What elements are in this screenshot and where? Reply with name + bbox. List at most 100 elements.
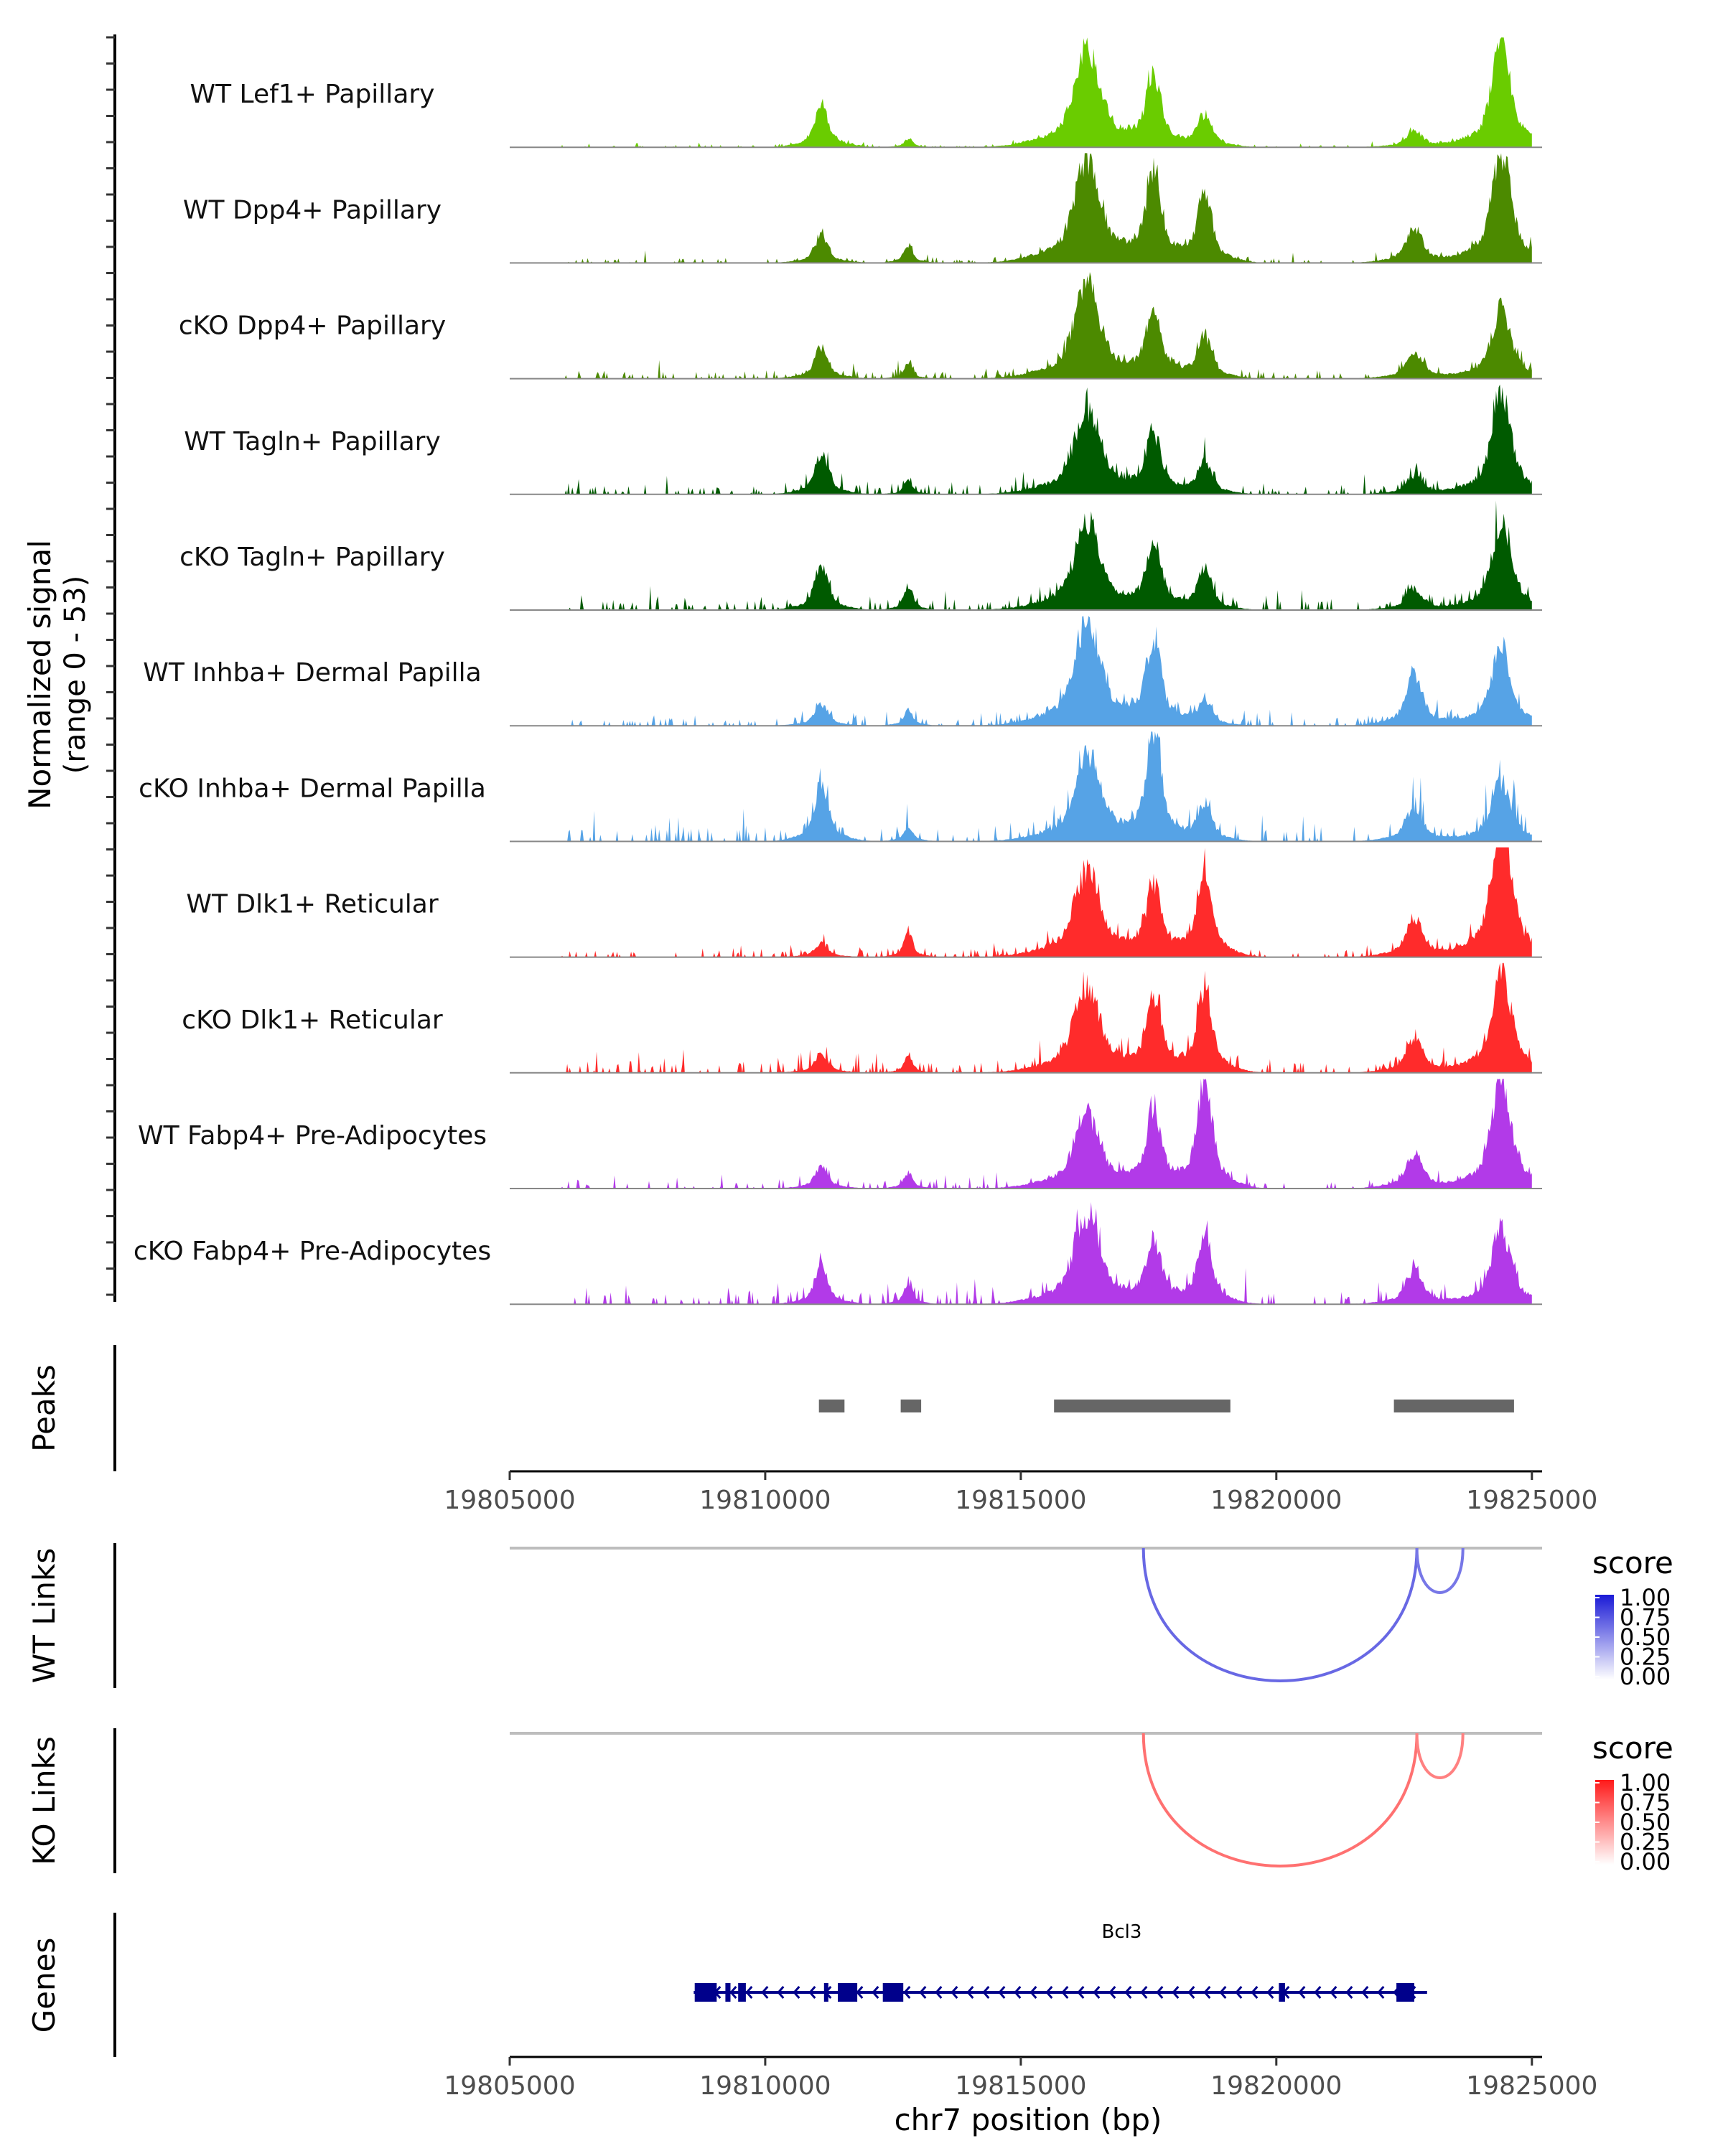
coverage-track: cKO Inhba+ Dermal Papilla bbox=[139, 731, 1542, 843]
strand-arrow bbox=[935, 1986, 943, 1999]
x-axis-top-tick-label: 19820000 bbox=[1210, 1486, 1342, 1515]
strand-arrow bbox=[951, 1986, 958, 1999]
strand-arrow bbox=[1061, 1986, 1069, 1999]
strand-arrow bbox=[729, 1986, 737, 1999]
track-label: cKO Fabp4+ Pre-Adipocytes bbox=[134, 1237, 491, 1266]
peak-region bbox=[1393, 1400, 1514, 1412]
links-tracks bbox=[510, 1547, 1542, 1867]
track-label: cKO Dpp4+ Papillary bbox=[179, 311, 446, 341]
strand-arrow bbox=[1014, 1986, 1022, 1999]
x-axis-bottom-tick-label: 19820000 bbox=[1210, 2071, 1342, 2101]
x-axis-top-tick-label: 19815000 bbox=[955, 1486, 1086, 1515]
wt-links-track bbox=[510, 1547, 1542, 1682]
x-axis-bottom-tick-label: 19810000 bbox=[699, 2071, 831, 2101]
legend-tick-label: 0.25 bbox=[1620, 1829, 1671, 1856]
coverage-area bbox=[510, 616, 1532, 726]
strand-arrow bbox=[1235, 1986, 1243, 1999]
peak-region bbox=[900, 1400, 922, 1412]
coverage-track: cKO Fabp4+ Pre-Adipocytes bbox=[134, 1201, 1542, 1306]
peaks-panel-label: Peaks bbox=[27, 1364, 62, 1452]
strand-arrow bbox=[966, 1986, 974, 1999]
track-label: cKO Tagln+ Papillary bbox=[179, 543, 445, 572]
strand-arrow bbox=[793, 1986, 800, 1999]
coverage-axis bbox=[106, 34, 116, 1302]
coverage-track: WT Inhba+ Dermal Papilla bbox=[143, 616, 1542, 727]
legend-tick-label: 0.75 bbox=[1620, 1604, 1671, 1631]
genes-panel-label: Genes bbox=[27, 1938, 62, 2033]
track-label: cKO Dlk1+ Reticular bbox=[182, 1006, 443, 1035]
strand-arrow bbox=[982, 1986, 990, 1999]
track-label: WT Dpp4+ Papillary bbox=[183, 195, 442, 225]
gene-exon bbox=[1396, 1983, 1414, 2002]
coverage-area bbox=[510, 1201, 1532, 1305]
strand-arrow bbox=[1172, 1986, 1180, 1999]
legend-tick-label: 0.25 bbox=[1620, 1644, 1671, 1671]
strand-arrow bbox=[1093, 1986, 1101, 1999]
track-label: WT Fabp4+ Pre-Adipocytes bbox=[138, 1121, 487, 1150]
x-axis-bottom-tick-label: 19825000 bbox=[1466, 2071, 1597, 2101]
track-label: WT Lef1+ Papillary bbox=[190, 80, 435, 109]
strand-arrow bbox=[1029, 1986, 1037, 1999]
strand-arrow bbox=[1219, 1986, 1227, 1999]
strand-arrow bbox=[761, 1986, 769, 1999]
x-axis-title: chr7 position (bp) bbox=[895, 2102, 1162, 2137]
strand-arrow bbox=[1124, 1986, 1132, 1999]
track-label: WT Inhba+ Dermal Papilla bbox=[143, 658, 481, 688]
wt-legend-ticks: 1.000.750.500.250.00 bbox=[1595, 1584, 1671, 1690]
legend-tick-label: 0.50 bbox=[1620, 1809, 1671, 1836]
genes-track: Bcl3 bbox=[694, 1921, 1427, 2002]
strand-arrow bbox=[1314, 1986, 1322, 1999]
strand-arrow bbox=[872, 1986, 879, 1999]
gene-exon bbox=[882, 1983, 904, 2002]
legend-tick-label: 0.00 bbox=[1620, 1848, 1671, 1875]
ko-score-legend: score 1.000.750.500.250.00 bbox=[1592, 1730, 1673, 1875]
legend-tick-label: 0.00 bbox=[1620, 1663, 1671, 1690]
coverage-track: cKO Dpp4+ Papillary bbox=[179, 272, 1542, 380]
gene-exon bbox=[738, 1983, 746, 2002]
gene-exon bbox=[725, 1983, 731, 2002]
coverage-track: WT Tagln+ Papillary bbox=[184, 384, 1542, 495]
x-axis-top: 19805000 19810000 19815000 19820000 19825000 bbox=[444, 1470, 1597, 1515]
x-axis-top-tick-label: 19825000 bbox=[1466, 1486, 1597, 1515]
peak-region bbox=[818, 1400, 845, 1412]
strand-arrow bbox=[1156, 1986, 1164, 1999]
gene-name-label: Bcl3 bbox=[1102, 1921, 1142, 1943]
strand-arrow bbox=[1203, 1986, 1211, 1999]
strand-arrow bbox=[1361, 1986, 1369, 1999]
coverage-area bbox=[510, 1079, 1532, 1189]
coverage-axis-ticks bbox=[106, 36, 115, 1296]
strand-arrow bbox=[1140, 1986, 1148, 1999]
strand-arrow bbox=[998, 1986, 1006, 1999]
x-axis-top-tick-label: 19805000 bbox=[444, 1486, 575, 1515]
x-axis-bottom-tick-label: 19815000 bbox=[955, 2071, 1086, 2101]
coverage-y-label: Normalized signal bbox=[22, 540, 57, 810]
ko-links-label: KO Links bbox=[27, 1736, 62, 1865]
track-label: WT Dlk1+ Reticular bbox=[186, 890, 438, 919]
strand-arrow bbox=[903, 1986, 911, 1999]
strand-arrow bbox=[1251, 1986, 1259, 1999]
coverage-track: WT Dpp4+ Papillary bbox=[183, 153, 1542, 264]
track-label: cKO Inhba+ Dermal Papilla bbox=[139, 774, 486, 803]
coverage-track: WT Fabp4+ Pre-Adipocytes bbox=[138, 1079, 1542, 1189]
coverage-track: cKO Tagln+ Papillary bbox=[179, 500, 1542, 611]
strand-arrow bbox=[1077, 1986, 1085, 1999]
gene-exon bbox=[1279, 1983, 1285, 2002]
coverage-track: WT Dlk1+ Reticular bbox=[186, 847, 1542, 958]
coverage-tracks: WT Lef1+ Papillary WT Dpp4+ Papillary cKO … bbox=[134, 37, 1542, 1306]
strand-arrow bbox=[777, 1986, 785, 1999]
ko-legend-title: score bbox=[1592, 1730, 1673, 1766]
gene-exon bbox=[694, 1983, 717, 2002]
strand-arrow bbox=[1377, 1986, 1385, 1999]
legend-tick-label: 1.00 bbox=[1620, 1584, 1671, 1611]
strand-arrow bbox=[1187, 1986, 1195, 1999]
strand-arrow bbox=[745, 1986, 753, 1999]
peak-region bbox=[1054, 1400, 1231, 1412]
link-arc bbox=[1141, 1547, 1419, 1682]
coverage-area bbox=[510, 37, 1532, 148]
gene-exon bbox=[823, 1983, 828, 2002]
x-axis-bottom-tick-label: 19805000 bbox=[444, 2071, 575, 2101]
ko-legend-ticks: 1.000.750.500.250.00 bbox=[1595, 1769, 1671, 1875]
wt-score-legend: score 1.000.750.500.250.00 bbox=[1592, 1545, 1673, 1690]
